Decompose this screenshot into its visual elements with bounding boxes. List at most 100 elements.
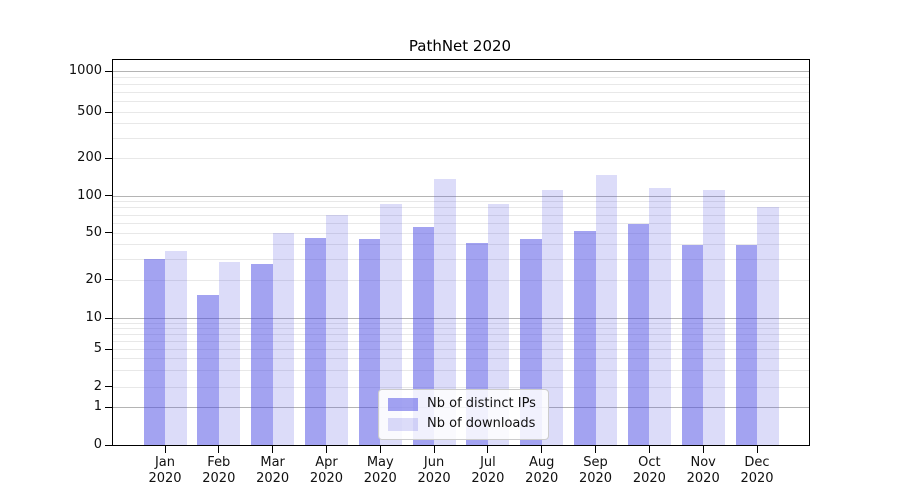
ytick-mark-1 (105, 406, 112, 408)
xtick-mark-sep (595, 446, 597, 453)
xtick-label-month: Oct (638, 455, 661, 470)
xtick-label-year: 2020 (202, 471, 236, 486)
ytick-mark-10 (105, 317, 112, 319)
ytick-mark-50 (105, 232, 112, 233)
minor-gridline-3 (113, 369, 809, 371)
xtick-label-month: Sep (583, 455, 608, 470)
xtick-label-year: 2020 (740, 471, 774, 486)
minor-gridline-4 (113, 358, 809, 360)
xtick-label-month: Jan (154, 455, 176, 470)
xtick-label-year: 2020 (632, 471, 666, 486)
xtick-label-month: Aug (529, 455, 555, 470)
xtick-mark-apr (325, 446, 327, 453)
ytick-mark-2 (105, 386, 112, 387)
ytick-label-10: 10 (85, 310, 102, 325)
xtick-label-dec: Dec 2020 (729, 455, 785, 487)
minor-gridline-40 (113, 243, 809, 245)
plot-area: Nb of distinct IPs Nb of downloads (112, 59, 810, 446)
ytick-label-200: 200 (77, 150, 102, 165)
xtick-mark-feb (218, 446, 220, 453)
major-gridline-100 (113, 195, 809, 197)
minor-gridline-90 (113, 201, 809, 203)
bar-distinct-ips-mar (251, 264, 273, 445)
bar-downloads-oct (649, 187, 671, 445)
bar-downloads-aug (541, 190, 564, 445)
major-gridline-10 (113, 318, 809, 319)
xtick-mark-jan (164, 446, 166, 453)
minor-gridline-20 (113, 279, 809, 281)
ytick-label-1000: 1000 (68, 63, 102, 78)
xtick-label-year: 2020 (256, 471, 290, 486)
ytick-mark-1000 (105, 70, 112, 72)
minor-gridline-50 (113, 232, 809, 234)
bar-downloads-jan (165, 250, 187, 445)
minor-gridline-9 (113, 322, 809, 324)
xtick-label-year: 2020 (363, 471, 397, 486)
bar-downloads-mar (272, 232, 295, 445)
xtick-label-mar: Mar 2020 (245, 455, 301, 487)
xtick-label-month: Jun (423, 455, 445, 470)
bar-distinct-ips-sep (574, 231, 596, 445)
xtick-label-month: Nov (690, 455, 716, 470)
minor-gridline-600 (113, 101, 809, 103)
xtick-label-nov: Nov 2020 (675, 455, 731, 487)
ytick-mark-200 (105, 157, 112, 159)
legend-item-downloads: Nb of downloads (388, 416, 536, 432)
minor-gridline-400 (113, 123, 809, 125)
xtick-label-year: 2020 (578, 471, 613, 486)
minor-gridline-80 (113, 207, 809, 209)
bar-distinct-ips-may (358, 239, 381, 445)
xtick-label-month: Jul (480, 455, 496, 470)
legend: Nb of distinct IPs Nb of downloads (378, 389, 549, 440)
minor-gridline-5 (113, 349, 809, 350)
minor-gridline-2 (113, 386, 809, 388)
ytick-mark-0 (105, 444, 112, 446)
ytick-mark-20 (105, 279, 112, 280)
xtick-label-month: May (366, 455, 394, 470)
xtick-label-month: Mar (260, 455, 285, 470)
minor-gridline-800 (113, 84, 809, 86)
xtick-label-aug: Aug 2020 (514, 455, 570, 487)
xtick-label-year: 2020 (686, 471, 720, 486)
bar-distinct-ips-jan (143, 258, 165, 445)
minor-gridline-8 (113, 327, 809, 329)
xtick-label-may: May 2020 (352, 455, 408, 487)
ytick-label-2: 2 (93, 378, 102, 394)
minor-gridline-7 (113, 333, 809, 335)
legend-swatch-distinct-ips (388, 397, 418, 411)
ytick-label-5: 5 (93, 341, 102, 356)
xtick-label-jan: Jan 2020 (137, 455, 193, 487)
xtick-label-month: Apr (315, 455, 338, 470)
legend-item-distinct-ips: Nb of distinct IPs (388, 396, 536, 412)
xtick-mark-oct (648, 446, 650, 453)
xtick-label-jun: Jun 2020 (406, 455, 462, 487)
bar-downloads-jul (487, 204, 510, 445)
xtick-label-month: Feb (207, 455, 231, 470)
bar-downloads-sep (595, 175, 618, 445)
legend-label-downloads: Nb of downloads (427, 416, 536, 431)
xtick-label-month: Dec (744, 455, 770, 470)
xtick-label-apr: Apr 2020 (298, 455, 354, 487)
bar-distinct-ips-feb (197, 295, 219, 445)
xtick-mark-aug (541, 446, 543, 453)
legend-label-distinct-ips: Nb of distinct IPs (427, 396, 536, 411)
xtick-label-year: 2020 (148, 471, 182, 486)
minor-gridline-500 (113, 112, 809, 113)
ytick-label-50: 50 (85, 224, 102, 240)
minor-gridline-70 (113, 214, 809, 216)
minor-gridline-300 (113, 137, 809, 139)
bar-distinct-ips-apr (304, 237, 327, 445)
bar-distinct-ips-nov (681, 245, 704, 445)
bar-downloads-jun (434, 179, 456, 445)
ytick-mark-500 (105, 111, 112, 113)
xtick-label-year: 2020 (471, 471, 505, 486)
minor-gridline-60 (113, 222, 809, 224)
bar-distinct-ips-dec (735, 245, 757, 445)
ytick-mark-100 (105, 195, 112, 196)
xtick-label-oct: Oct 2020 (621, 455, 677, 487)
xtick-mark-nov (702, 446, 704, 453)
xtick-label-sep: Sep 2020 (568, 455, 624, 487)
ytick-label-100: 100 (77, 187, 102, 203)
bar-downloads-apr (326, 214, 348, 445)
